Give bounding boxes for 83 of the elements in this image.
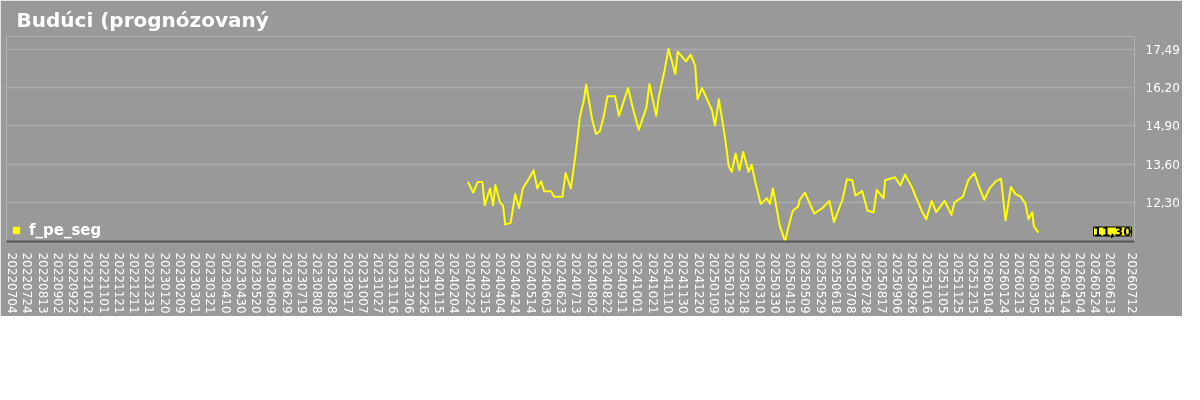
x-tick-label: 20220813 [35, 252, 50, 314]
x-tick-label: 20240713 [569, 252, 584, 314]
x-tick-label: 20260213 [1011, 252, 1026, 314]
x-tick-label: 20240224 [462, 252, 477, 314]
x-tick-label: 20260104 [981, 252, 996, 314]
y-tick-label: 13,60 [1145, 157, 1180, 172]
x-tick-label: 20260305 [1027, 252, 1042, 314]
x-tick-label: 20250129 [722, 252, 737, 314]
chart-title: Budúci (prognózovaný [16, 7, 269, 32]
x-tick-label: 20260325 [1042, 252, 1057, 314]
x-tick-label: 20230719 [294, 252, 309, 314]
y-tick-label: 12,30 [1145, 196, 1180, 211]
x-tick-label: 20220724 [20, 252, 35, 314]
x-tick-label: 20240802 [584, 252, 599, 314]
line-series [466, 47, 1040, 242]
x-tick-label: 20240514 [523, 252, 538, 314]
x-tick-label: 20250906 [889, 252, 904, 314]
x-tick-label: 20251215 [966, 252, 981, 314]
x-tick-label: 20250109 [706, 252, 721, 314]
x-tick-label: 20230301 [188, 252, 203, 314]
x-tick-label: 20230629 [279, 252, 294, 314]
x-tick-label: 20230209 [172, 252, 187, 314]
x-tick-label: 20240603 [538, 252, 553, 314]
x-tick-label: 20220704 [5, 252, 20, 314]
x-tick-label: 20230917 [340, 252, 355, 314]
x-tick-label: 20250419 [783, 252, 798, 314]
x-tick-label: 20260414 [1057, 252, 1072, 314]
x-tick-label: 20250310 [752, 252, 767, 314]
x-tick-label: 20241220 [691, 252, 706, 314]
x-tick-label: 20221121 [111, 252, 126, 314]
x-tick-label: 20260613 [1103, 252, 1118, 314]
x-tick-label: 20240404 [493, 252, 508, 314]
x-tick-label: 20250509 [798, 252, 813, 314]
x-tick-label: 20240822 [599, 252, 614, 314]
x-tick-label: 20251016 [920, 252, 935, 314]
x-tick-label: 20250817 [874, 252, 889, 314]
x-tick-label: 20230808 [310, 252, 325, 314]
x-tick-label: 20260504 [1072, 252, 1087, 314]
x-tick-label: 20221211 [127, 252, 142, 314]
x-tick-label: 20230321 [203, 252, 218, 314]
x-tick-label: 20250728 [859, 252, 874, 314]
legend-label: f_pe_seg [29, 221, 102, 239]
x-tick-label: 20250618 [828, 252, 843, 314]
x-tick-label: 20241001 [630, 252, 645, 314]
x-tick-label: 20240911 [615, 252, 630, 314]
x-tick-label: 20251105 [935, 252, 950, 314]
x-tick-label: 20231027 [371, 252, 386, 314]
x-tick-label: 20231116 [386, 252, 401, 314]
x-tick-label: 20260524 [1088, 252, 1103, 314]
x-tick-label: 20230520 [249, 252, 264, 314]
x-tick-label: 20230120 [157, 252, 172, 314]
x-tick-label: 20241110 [661, 252, 675, 314]
x-tick-label: 20221101 [96, 252, 111, 314]
x-tick-label: 20250330 [767, 252, 782, 314]
x-tick-label: 20231206 [401, 252, 416, 314]
y-tick-label: 16,20 [1145, 80, 1180, 95]
annotation: 11,30 [1093, 225, 1132, 239]
x-tick-label: 20250708 [844, 252, 859, 314]
x-tick-label: 20221012 [81, 252, 96, 314]
x-tick-label: 20241021 [645, 252, 660, 314]
x-tick-label: 20240115 [432, 252, 447, 314]
x-tick-label: 20241130 [676, 252, 691, 314]
x-tick-label: 20220902 [50, 252, 65, 314]
x-tick-label: 20231007 [355, 252, 370, 314]
x-tick-label: 20230609 [264, 252, 279, 314]
x-tick-label: 20221231 [142, 252, 157, 314]
x-tick-label: 20250926 [905, 252, 920, 314]
x-tick-label: 20240424 [508, 252, 523, 314]
x-tick-label: 20240315 [477, 252, 492, 314]
x-tick-label: 20231226 [416, 252, 431, 314]
x-tick-label: 20220922 [66, 252, 81, 314]
x-tick-label: 20260712 [1125, 252, 1140, 314]
x-tick-label: 20251125 [950, 252, 965, 314]
x-tick-label: 20250218 [737, 252, 752, 314]
y-tick-label: 14,90 [1145, 119, 1180, 134]
x-tick-label: 20260124 [996, 252, 1011, 314]
x-tick-label: 20230828 [325, 252, 340, 314]
x-tick-label: 20250529 [813, 252, 828, 314]
x-tick-label: 20240204 [447, 252, 462, 314]
y-tick-label: 17,49 [1145, 42, 1180, 57]
x-tick-label: 20230410 [218, 252, 233, 314]
x-tick-label: 20230430 [233, 252, 248, 314]
x-tick-label: 20240623 [554, 252, 569, 314]
